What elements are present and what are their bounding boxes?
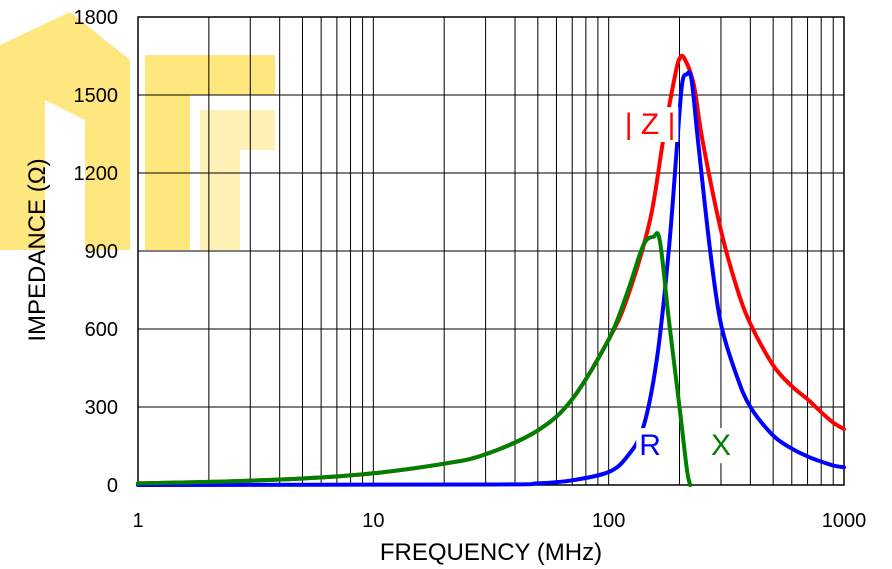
- x-tick-label: 1: [132, 510, 143, 532]
- y-tick-label: 1500: [74, 85, 119, 107]
- curve-label: R: [639, 429, 661, 462]
- y-tick-labels: 0 300 600 900 1200 1500 1800: [74, 7, 119, 497]
- x-tick-label: 100: [592, 510, 625, 532]
- y-tick-label: 1200: [74, 163, 119, 185]
- y-tick-label: 600: [85, 319, 118, 341]
- x-tick-label: 1000: [822, 510, 867, 532]
- curve-label-background: [621, 107, 679, 142]
- curves: [136, 53, 846, 487]
- curve-label: X: [711, 429, 731, 462]
- x-tick-labels: 1 10 100 1000: [132, 510, 866, 532]
- curve-labels: | Z | R X: [621, 107, 734, 464]
- series-line-r: [136, 70, 846, 487]
- y-tick-label: 900: [85, 241, 118, 263]
- watermark-logo: [0, 12, 275, 250]
- y-tick-label: 0: [107, 475, 118, 497]
- series-line-x: [136, 231, 693, 487]
- x-tick-label: 10: [362, 510, 384, 532]
- y-tick-label: 300: [85, 397, 118, 419]
- y-axis-title: IMPEDANCE (Ω): [24, 158, 51, 341]
- plot-area: | Z | R X: [136, 16, 846, 487]
- y-tick-label: 1800: [74, 7, 119, 29]
- curve-label: | Z |: [625, 108, 676, 141]
- curve-label-background: [707, 428, 734, 464]
- x-axis-title: FREQUENCY (MHz): [380, 539, 602, 566]
- curve-label-background: [636, 428, 664, 464]
